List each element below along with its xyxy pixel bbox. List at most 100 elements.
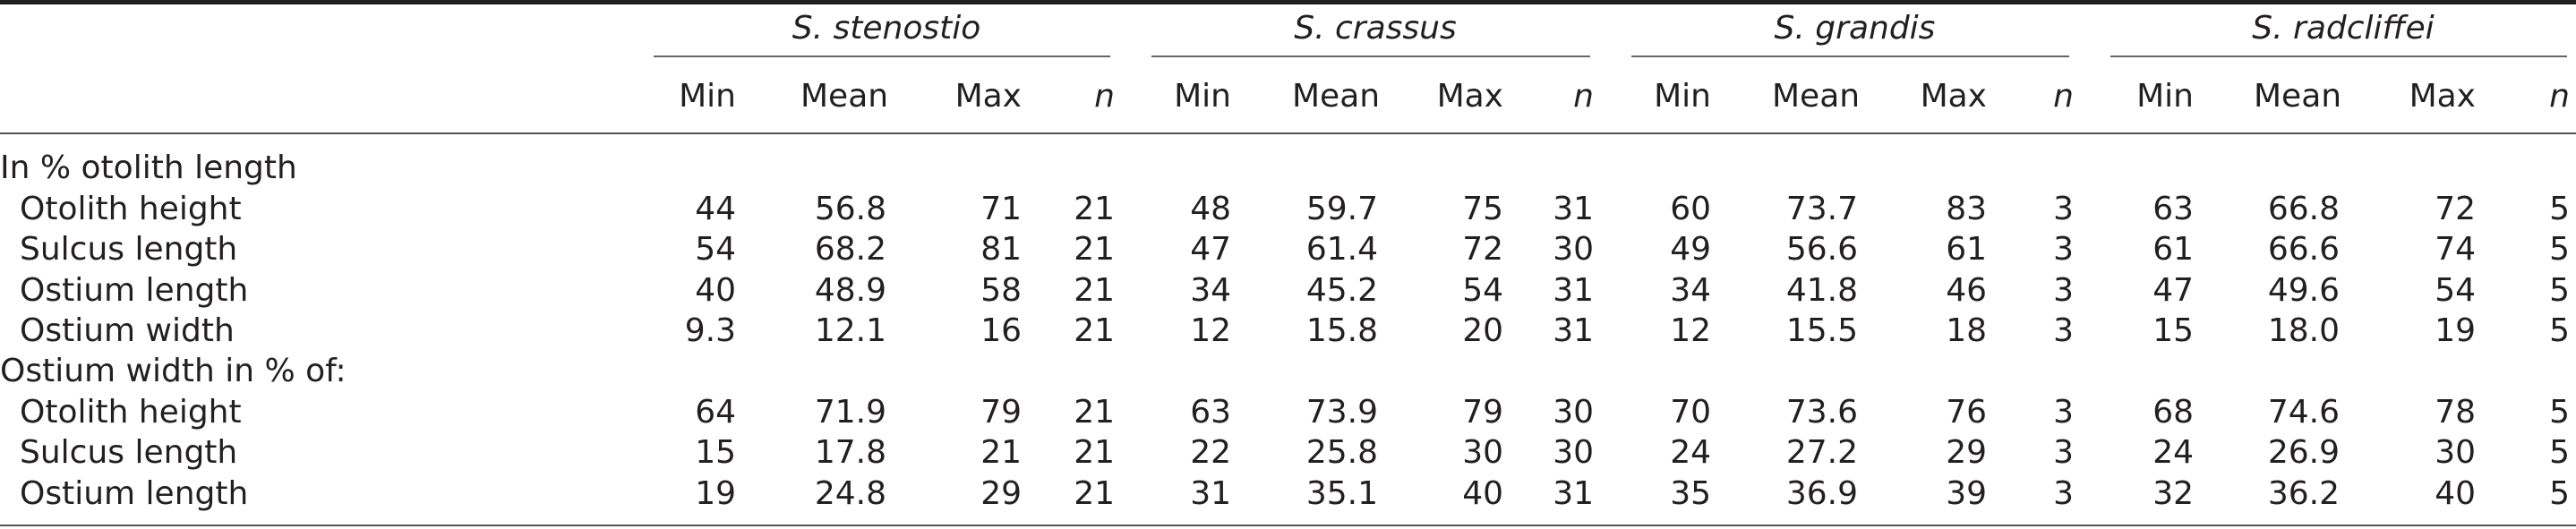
- table-cell: 16: [980, 312, 1022, 349]
- table-cell: 58: [980, 271, 1022, 309]
- table-cell: 24: [1670, 434, 1711, 471]
- table-cell: 18.0: [2267, 312, 2340, 349]
- row-label: Otolith height: [20, 393, 242, 431]
- species-span-rule: [654, 55, 1110, 57]
- section-title: In % otolith length: [0, 149, 297, 186]
- table-cell: 3: [2053, 231, 2074, 268]
- column-header: Max: [1920, 78, 1987, 115]
- section-title: Ostium width in % of:: [0, 353, 347, 389]
- table-cell: 72: [1462, 231, 1503, 268]
- table-cell: 74.6: [2267, 393, 2340, 431]
- table-cell: 44: [695, 190, 736, 227]
- column-header: n: [2549, 78, 2570, 115]
- table-cell: 47: [2152, 271, 2194, 309]
- table-cell: 73.6: [1785, 393, 1858, 431]
- table-cell: 63: [2152, 190, 2194, 227]
- table-cell: 36.9: [1785, 474, 1858, 512]
- table-cell: 17.8: [814, 434, 886, 471]
- table-cell: 31: [1553, 190, 1594, 227]
- table-cell: 60: [1670, 190, 1711, 227]
- table-cell: 15: [695, 434, 736, 471]
- table-cell: 21: [1074, 312, 1115, 349]
- table-cell: 30: [2435, 434, 2476, 471]
- table-cell: 68.2: [814, 231, 886, 268]
- table-cell: 49: [1670, 231, 1711, 268]
- table-cell: 31: [1553, 474, 1594, 512]
- column-header: n: [2053, 78, 2074, 115]
- row-label: Sulcus length: [20, 434, 238, 471]
- table-cell: 19: [2435, 312, 2476, 349]
- table-cell: 56.8: [814, 190, 886, 227]
- column-header: Max: [2409, 78, 2476, 115]
- table-cell: 32: [2152, 474, 2194, 512]
- table-cell: 22: [1190, 434, 1231, 471]
- table-cell: 34: [1190, 271, 1231, 309]
- row-label: Ostium width: [20, 312, 235, 349]
- table-cell: 30: [1553, 393, 1594, 431]
- table-cell: 18: [1946, 312, 1987, 349]
- table-cell: 29: [1946, 434, 1987, 471]
- table-cell: 45.2: [1305, 271, 1378, 309]
- table-cell: 63: [1190, 393, 1231, 431]
- table-cell: 3: [2053, 434, 2074, 471]
- table-cell: 12: [1670, 312, 1711, 349]
- table-top-rule: [0, 0, 2576, 4]
- table-cell: 41.8: [1785, 271, 1858, 309]
- table-cell: 54: [695, 231, 736, 268]
- species-header: S. radcliffei: [2252, 10, 2435, 47]
- species-span-rule: [2110, 55, 2567, 57]
- column-header: Max: [954, 78, 1022, 115]
- table-cell: 47: [1190, 231, 1231, 268]
- table-cell: 40: [1462, 474, 1503, 512]
- table-cell: 83: [1946, 190, 1987, 227]
- species-span-rule: [1151, 55, 1590, 57]
- table-cell: 48.9: [814, 271, 886, 309]
- table-cell: 21: [1074, 271, 1115, 309]
- table-cell: 5: [2549, 474, 2570, 512]
- table-cell: 20: [1462, 312, 1503, 349]
- row-label: Otolith height: [20, 190, 242, 227]
- table-cell: 68: [2152, 393, 2194, 431]
- table-cell: 21: [1074, 474, 1115, 512]
- table-cell: 3: [2053, 190, 2074, 227]
- species-span-rule: [1631, 55, 2069, 57]
- table-cell: 21: [1074, 434, 1115, 471]
- table-cell: 61.4: [1305, 231, 1378, 268]
- table-header-rule: [0, 132, 2576, 134]
- table-cell: 49.6: [2267, 271, 2340, 309]
- table-cell: 30: [1553, 231, 1594, 268]
- table-cell: 25.8: [1305, 434, 1378, 471]
- column-header: Min: [1174, 78, 1231, 115]
- table-cell: 24: [2152, 434, 2194, 471]
- table-cell: 3: [2053, 271, 2074, 309]
- column-header: Mean: [2254, 78, 2342, 115]
- species-header: S. grandis: [1774, 10, 1936, 47]
- table-cell: 71: [980, 190, 1022, 227]
- table-cell: 34: [1670, 271, 1711, 309]
- table-cell: 64: [695, 393, 736, 431]
- table-cell: 78: [2435, 393, 2476, 431]
- table-cell: 61: [2152, 231, 2194, 268]
- row-label: Sulcus length: [20, 231, 238, 268]
- column-header: n: [1094, 78, 1115, 115]
- table-cell: 54: [1462, 271, 1503, 309]
- table-cell: 21: [1074, 231, 1115, 268]
- table-bottom-rule: [0, 525, 2576, 526]
- table-cell: 46: [1946, 271, 1987, 309]
- table-cell: 15.5: [1785, 312, 1858, 349]
- table-cell: 36.2: [2267, 474, 2340, 512]
- table-cell: 73.9: [1305, 393, 1378, 431]
- table-cell: 9.3: [684, 312, 736, 349]
- table-cell: 21: [1074, 393, 1115, 431]
- table-cell: 21: [1074, 190, 1115, 227]
- table-cell: 5: [2549, 190, 2570, 227]
- table-cell: 72: [2435, 190, 2476, 227]
- row-label: Ostium length: [20, 474, 249, 512]
- column-header: Mean: [1292, 78, 1381, 115]
- table-cell: 12: [1190, 312, 1231, 349]
- table-cell: 35: [1670, 474, 1711, 512]
- table-cell: 12.1: [814, 312, 886, 349]
- table-cell: 19: [695, 474, 736, 512]
- table-cell: 48: [1190, 190, 1231, 227]
- table-cell: 75: [1462, 190, 1503, 227]
